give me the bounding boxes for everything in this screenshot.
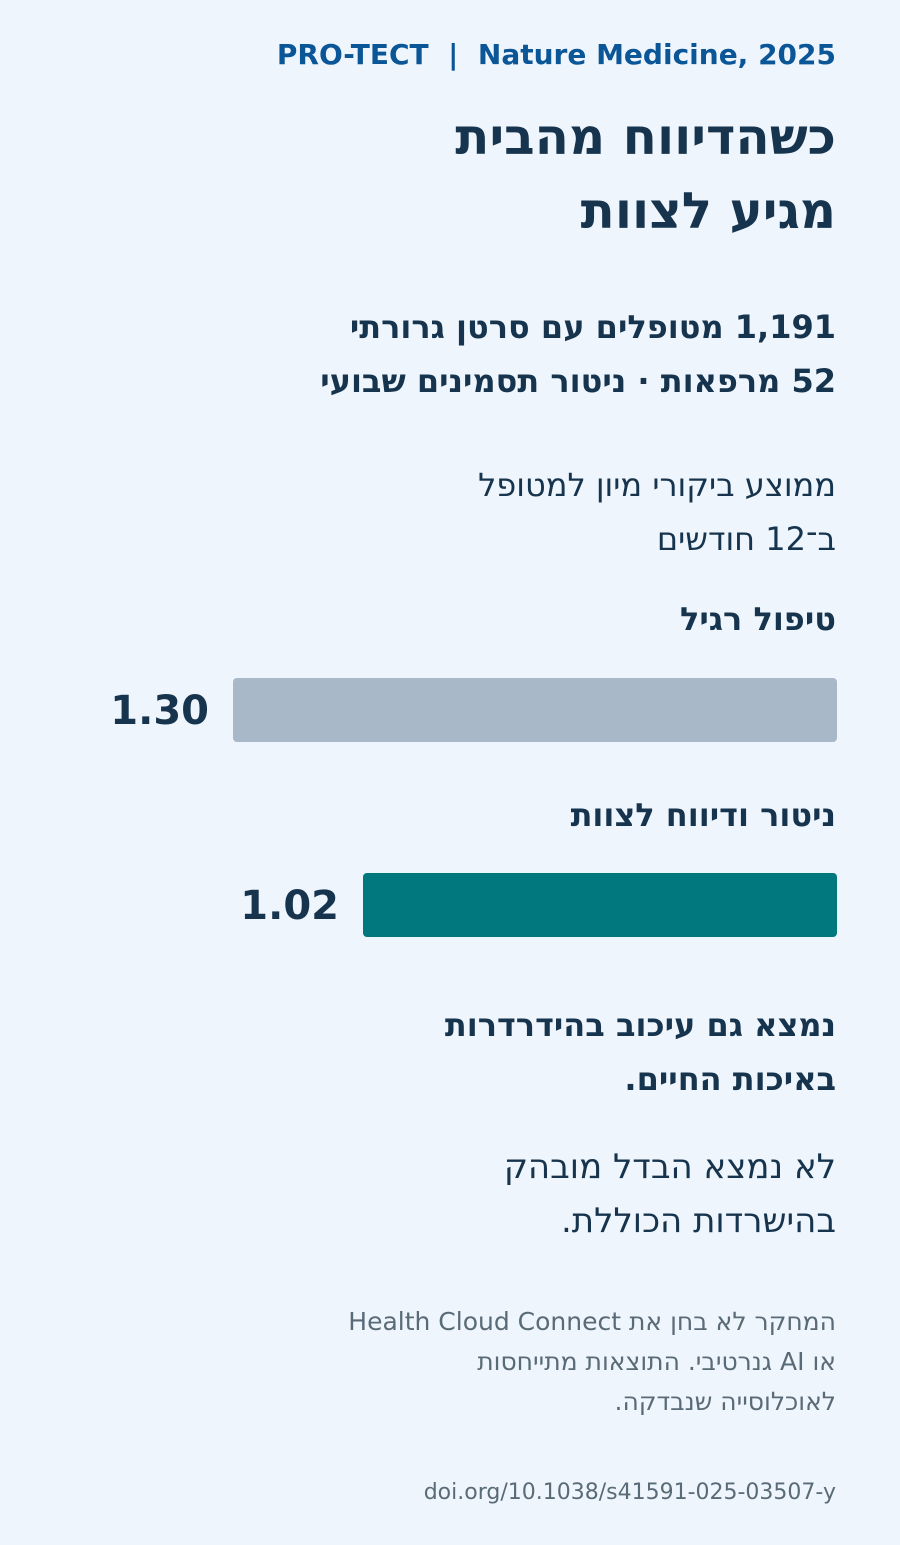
bar-monitoring: [363, 873, 837, 937]
finding-qol-line-1: נמצא גם עיכוב בהידרדרות: [444, 1006, 836, 1044]
category-label-usual-care: טיפול רגיל: [679, 600, 836, 638]
bar-usual-care: [233, 678, 837, 742]
doi-link[interactable]: doi.org/10.1038/s41591-025-03507-y: [423, 1480, 836, 1505]
value-label-monitoring: 1.02: [240, 883, 339, 929]
finding-quality-of-life: נמצא גם עיכוב בהידרדרות באיכות החיים.: [445, 998, 836, 1106]
metric-label: ממוצע ביקורי מיון למטופל ב־12 חודשים: [478, 458, 836, 566]
metric-label-line-2: ב־12 חודשים: [656, 520, 836, 558]
metric-label-line-1: ממוצע ביקורי מיון למטופל: [478, 466, 836, 504]
study-stats: 1,191 מטופלים עם סרטן גרורתי 52 מרפאות ·…: [320, 300, 836, 408]
disclaimer: המחקר לא בחן את Health Cloud Connect או …: [348, 1302, 836, 1422]
finding-survival-line-1: לא נמצא הבדל מובהק: [503, 1147, 836, 1187]
disclaimer-line-1: המחקר לא בחן את Health Cloud Connect: [348, 1307, 836, 1336]
stats-clinics: 52 מרפאות · ניטור תסמינים שבועי: [320, 362, 836, 400]
value-label-usual-care: 1.30: [110, 688, 209, 734]
page-title: כשהדיווח מהבית מגיע לצוות: [455, 100, 836, 248]
category-label-monitoring: ניטור ודיווח לצוות: [570, 796, 836, 834]
title-line-1: כשהדיווח מהבית: [455, 108, 836, 166]
finding-qol-line-2: באיכות החיים.: [624, 1060, 836, 1098]
source-header: PRO-TECT | Nature Medicine, 2025: [276, 38, 836, 71]
title-line-2: מגיע לצוות: [580, 182, 836, 240]
disclaimer-line-2: או AI גנרטיבי. התוצאות מתייחסות: [477, 1347, 836, 1376]
disclaimer-line-3: לאוכלוסייה שנבדקה.: [614, 1387, 837, 1416]
stats-patients: 1,191 מטופלים עם סרטן גרורתי: [349, 308, 836, 346]
finding-survival-line-2: בהישרדות הכוללת.: [561, 1201, 836, 1241]
finding-survival: לא נמצא הבדל מובהק בהישרדות הכוללת.: [504, 1140, 836, 1248]
